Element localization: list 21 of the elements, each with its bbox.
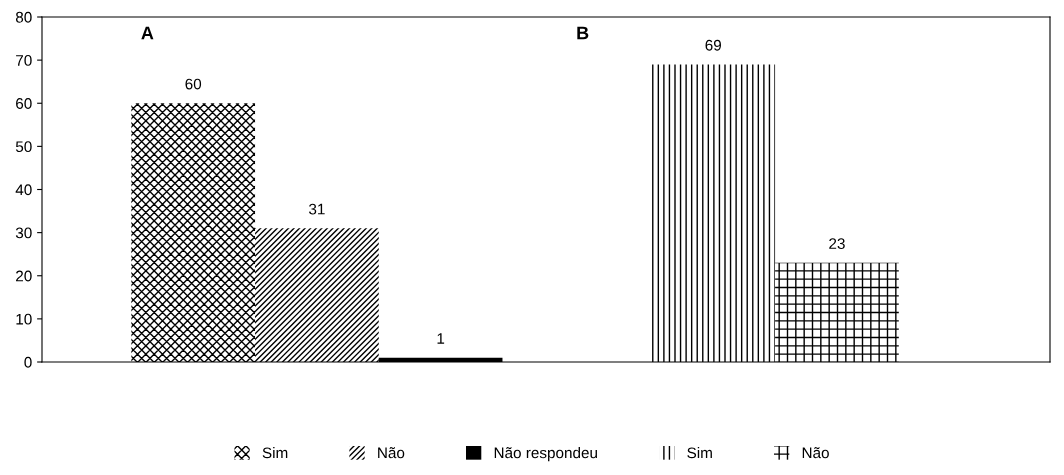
y-tick-label: 70	[16, 54, 32, 66]
data-label: 1	[437, 333, 445, 344]
y-tick-label: 40	[15, 184, 32, 196]
legend-label: Sim	[687, 447, 712, 459]
y-tick-label: 20	[16, 270, 32, 282]
legend-label: Sim	[262, 447, 288, 459]
legend-label: Não respondeu	[494, 447, 597, 462]
legend-label: Não	[802, 447, 829, 459]
y-tick-label: 10	[16, 313, 32, 325]
legend-label: Não	[378, 447, 405, 459]
annotation: B	[577, 26, 589, 40]
data-label: 69	[705, 39, 722, 51]
y-tick-label: 50	[15, 141, 32, 153]
data-label: 23	[829, 238, 845, 250]
data-label: 31	[309, 203, 325, 215]
annotation: A	[141, 26, 154, 40]
y-tick-label: 80	[15, 11, 32, 23]
y-tick-label: 0	[24, 356, 32, 368]
y-tick-label: 30	[15, 227, 32, 239]
data-label: 60	[185, 78, 202, 90]
y-tick-label: 60	[16, 98, 32, 109]
